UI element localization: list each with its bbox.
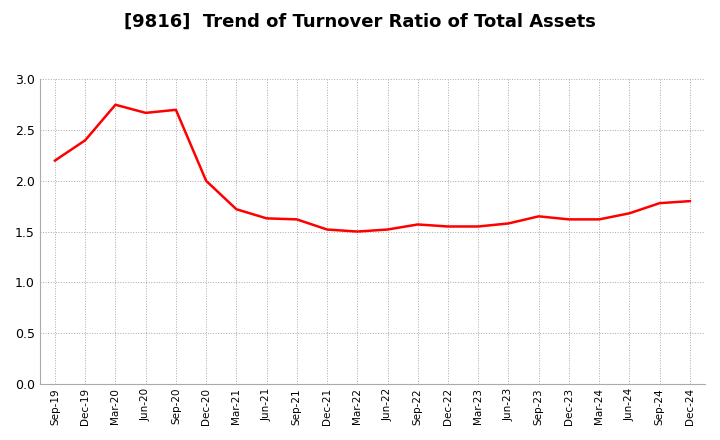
Text: [9816]  Trend of Turnover Ratio of Total Assets: [9816] Trend of Turnover Ratio of Total …	[124, 13, 596, 31]
